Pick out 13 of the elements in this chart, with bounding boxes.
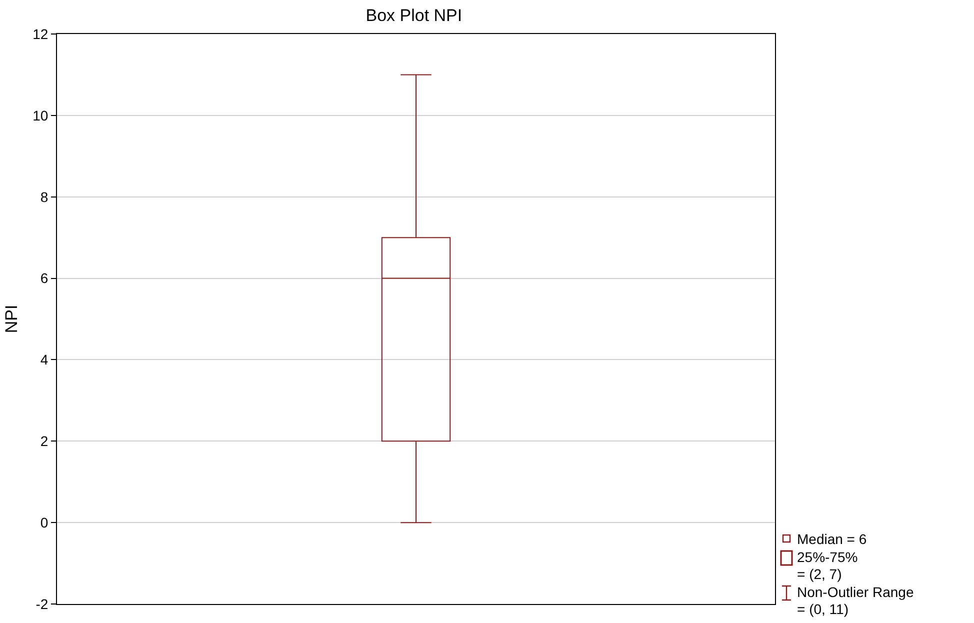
- y-tick-label: 2: [40, 433, 48, 450]
- y-axis-title: NPI: [2, 304, 22, 334]
- y-tick-label: 0: [40, 514, 48, 530]
- text: Median = 6: [797, 531, 867, 548]
- chart-title: Box Plot NPI: [366, 6, 462, 26]
- y-tick-label: -2: [36, 596, 48, 612]
- y-tick-label: 12: [32, 26, 48, 42]
- text: Non-Outlier Range = (0, 11): [797, 584, 914, 618]
- y-tick-label: 8: [40, 188, 48, 205]
- y-tick-label: 4: [40, 352, 48, 368]
- y-tick-label: 6: [40, 270, 48, 286]
- y-tick-label: 10: [32, 107, 48, 124]
- text: 25%-75% = (2, 7): [797, 549, 858, 583]
